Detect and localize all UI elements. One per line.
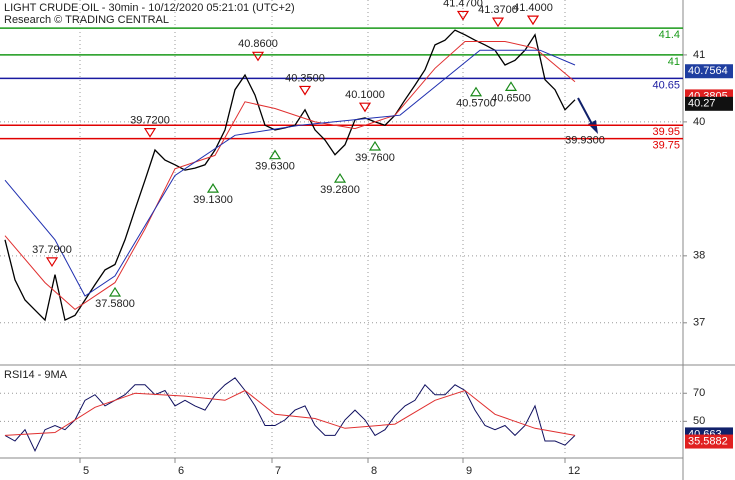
x-tick-label: 7	[275, 465, 281, 477]
y-tick-label: 38	[693, 250, 705, 262]
y-tick-label: 50	[693, 415, 705, 427]
price-tag-label: 35.5882	[688, 435, 728, 447]
high-marker	[143, 128, 157, 138]
y-tick-label: 41	[693, 49, 705, 61]
high-marker	[251, 51, 265, 62]
series-line	[4, 49, 576, 297]
high-marker	[456, 10, 470, 21]
high-label: 39.7200	[130, 115, 170, 127]
indicator-title: RSI14 - 9MA	[4, 369, 68, 381]
x-tick-label: 12	[568, 465, 580, 477]
series-line	[4, 41, 576, 311]
high-label: 40.8600	[238, 38, 278, 50]
low-marker	[504, 81, 518, 91]
high-marker	[358, 102, 372, 113]
chart-title: LIGHT CRUDE OIL - 30min - 10/12/2020 05:…	[4, 2, 295, 14]
forecast-arrow-head	[588, 120, 598, 134]
high-label: 41.4700	[443, 0, 483, 9]
low-label: 37.5800	[95, 298, 135, 310]
forecast-arrow	[577, 97, 594, 127]
level-label: 40.65	[652, 79, 680, 91]
low-label: 40.5700	[456, 98, 496, 110]
low-marker	[368, 140, 382, 151]
low-marker	[206, 183, 220, 193]
price-tag	[685, 96, 733, 111]
high-label: 41.3700	[478, 4, 518, 16]
low-label: 39.7600	[355, 152, 395, 164]
level-label: 41	[668, 56, 680, 68]
low-marker	[469, 86, 483, 97]
low-label: 39.6300	[255, 161, 295, 173]
low-marker	[333, 172, 347, 183]
high-marker	[491, 17, 505, 28]
level-label: 39.75	[652, 140, 680, 152]
low-label: 40.6500	[491, 92, 531, 104]
x-tick-label: 6	[178, 465, 184, 477]
high-label: 37.7900	[32, 244, 72, 256]
price-tag-label: 40.27	[688, 98, 716, 110]
price-tag	[685, 434, 733, 449]
y-tick-label: 40	[693, 116, 705, 128]
series-line	[4, 377, 576, 452]
level-label: 39.95	[652, 126, 680, 138]
low-label: 39.1300	[193, 194, 233, 206]
chart-subtitle: Research © TRADING CENTRAL	[4, 14, 169, 26]
y-tick-label: 37	[693, 317, 705, 329]
price-tag-label: 40.7564	[688, 65, 728, 77]
low-label: 39.2800	[320, 184, 360, 196]
high-marker	[45, 257, 59, 268]
low-marker	[268, 149, 282, 160]
high-label: 40.3500	[285, 72, 325, 84]
high-marker	[526, 15, 540, 26]
high-label: 41.4000	[513, 2, 553, 14]
series-line	[4, 389, 576, 436]
high-label: 40.1000	[345, 89, 385, 101]
y-tick-label: 70	[693, 387, 705, 399]
target-label: 39.9300	[565, 134, 605, 146]
low-marker	[108, 286, 122, 297]
x-tick-label: 5	[83, 465, 89, 477]
x-tick-label: 8	[371, 465, 377, 477]
high-marker	[298, 85, 312, 96]
x-tick-label: 9	[466, 465, 472, 477]
price-tag	[685, 64, 733, 79]
level-label: 41.4	[659, 29, 680, 41]
